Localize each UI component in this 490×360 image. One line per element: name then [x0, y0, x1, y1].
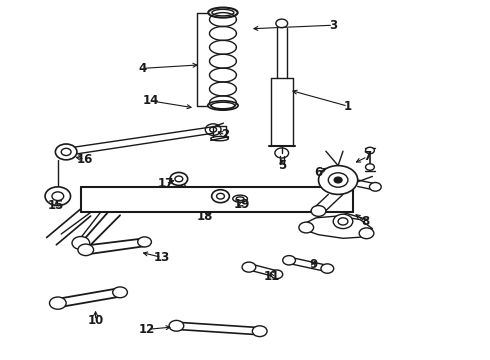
Text: 18: 18: [196, 210, 213, 222]
Text: 13: 13: [153, 251, 170, 264]
Circle shape: [318, 166, 358, 194]
Text: 3: 3: [329, 19, 337, 32]
Circle shape: [252, 326, 267, 337]
Text: 17: 17: [157, 177, 174, 190]
Circle shape: [138, 237, 151, 247]
Text: 1: 1: [344, 100, 352, 113]
Circle shape: [366, 147, 374, 154]
Circle shape: [169, 320, 184, 331]
Text: 12: 12: [139, 323, 155, 336]
Circle shape: [359, 228, 374, 239]
Circle shape: [271, 270, 283, 279]
Circle shape: [299, 222, 314, 233]
Circle shape: [45, 187, 71, 206]
Circle shape: [369, 183, 381, 191]
Text: 6: 6: [315, 166, 322, 179]
Text: 16: 16: [76, 153, 93, 166]
Text: 5: 5: [278, 159, 286, 172]
Circle shape: [334, 177, 342, 183]
Text: 8: 8: [361, 215, 369, 228]
Text: 7: 7: [364, 150, 371, 163]
Circle shape: [212, 190, 229, 203]
Text: 2: 2: [221, 129, 229, 141]
Text: 19: 19: [233, 198, 250, 211]
Text: 10: 10: [87, 314, 104, 327]
Text: 4: 4: [138, 62, 146, 75]
Circle shape: [333, 214, 353, 229]
Circle shape: [55, 144, 77, 160]
Text: 11: 11: [264, 270, 280, 283]
Circle shape: [170, 172, 188, 185]
Circle shape: [72, 237, 90, 249]
Text: 9: 9: [310, 258, 318, 271]
Circle shape: [113, 287, 127, 298]
Circle shape: [78, 244, 94, 256]
Circle shape: [321, 264, 334, 273]
Circle shape: [49, 297, 66, 309]
Text: 14: 14: [142, 94, 159, 107]
Circle shape: [283, 256, 295, 265]
Circle shape: [366, 164, 374, 170]
Circle shape: [311, 206, 326, 216]
Text: 15: 15: [48, 199, 65, 212]
Circle shape: [242, 262, 256, 272]
